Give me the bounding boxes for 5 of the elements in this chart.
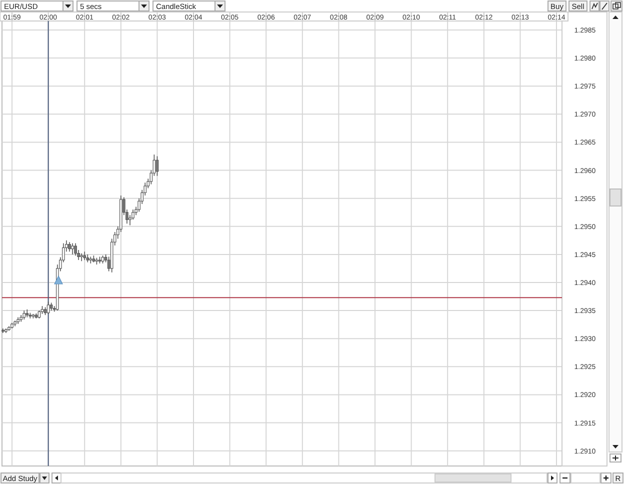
- candlestick: [74, 242, 77, 256]
- candlestick: [46, 301, 50, 314]
- candlestick: [71, 242, 74, 255]
- candlestick: [68, 242, 71, 252]
- candlestick: [89, 256, 92, 264]
